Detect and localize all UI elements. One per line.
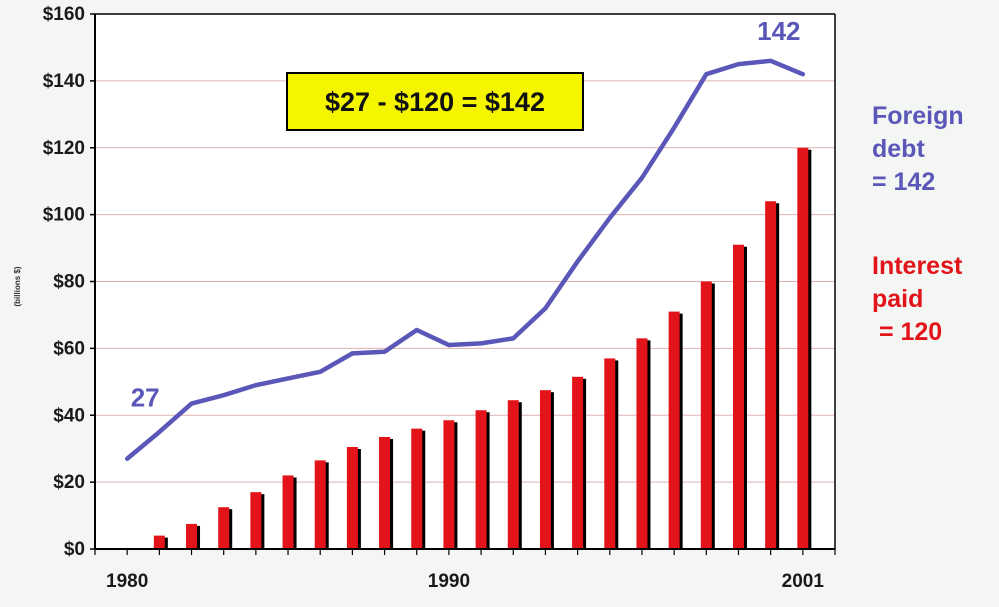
- y-tick-label: $120: [43, 138, 85, 159]
- legend-foreign-line-2: debt: [872, 135, 925, 163]
- bar: [507, 400, 519, 549]
- bar-series-interest-paid: [153, 147, 812, 549]
- annotation-end: 142: [757, 16, 800, 46]
- bar: [797, 147, 809, 549]
- legend-interest-paid: Interest paid = 120: [872, 250, 962, 349]
- legend-foreign-line-3: = 142: [872, 168, 936, 196]
- y-tick-label: $0: [64, 539, 85, 560]
- bar: [153, 535, 165, 549]
- y-tick-label: $140: [43, 71, 85, 92]
- legend-interest-line-3: = 120: [872, 318, 943, 346]
- bar: [411, 428, 423, 549]
- legend-foreign-debt: Foreign debt = 142: [872, 100, 964, 199]
- bar: [186, 523, 198, 549]
- y-tick-label: $100: [43, 205, 85, 226]
- bar: [379, 436, 391, 549]
- x-tick-label: 1990: [428, 571, 470, 592]
- legend-foreign-line-1: Foreign: [872, 102, 964, 130]
- bar: [732, 244, 744, 549]
- bar: [218, 507, 230, 549]
- callout-text: $27 - $120 = $142: [325, 87, 545, 117]
- bar: [700, 281, 712, 549]
- y-tick-label: $160: [43, 4, 85, 25]
- legend-interest-line-2: paid: [872, 285, 924, 313]
- callout-box: [286, 72, 584, 131]
- line-foreign-debt: [124, 58, 806, 461]
- axes: [90, 13, 836, 555]
- bar: [346, 447, 358, 549]
- annotations: $27 - $120 = $142 27 142: [131, 16, 801, 413]
- bar: [604, 358, 616, 549]
- bar: [250, 492, 262, 549]
- y-tick-label: $20: [53, 472, 85, 493]
- line-series-foreign-debt: [124, 58, 806, 461]
- y-tick-label: $60: [53, 338, 85, 359]
- y-tick-label: $40: [53, 405, 85, 426]
- bar: [475, 410, 487, 549]
- bar: [443, 420, 455, 549]
- y-axis-label: (billions $): [13, 266, 22, 306]
- bar: [282, 475, 294, 549]
- tick-labels: $0 $20 $40 $60 $80 $100 $120 $140 $160 1980 1990 20…: [13, 4, 824, 592]
- legend-interest-line-1: Interest: [872, 252, 963, 280]
- bar: [668, 311, 680, 549]
- bar: [539, 390, 551, 549]
- bar: [314, 460, 326, 549]
- bar: [765, 201, 777, 549]
- bar: [636, 338, 648, 549]
- y-tick-label: $80: [53, 272, 85, 293]
- annotation-start: 27: [131, 383, 160, 413]
- x-tick-label: 1980: [106, 571, 148, 592]
- bar: [572, 376, 584, 549]
- x-tick-label: 2001: [782, 571, 825, 592]
